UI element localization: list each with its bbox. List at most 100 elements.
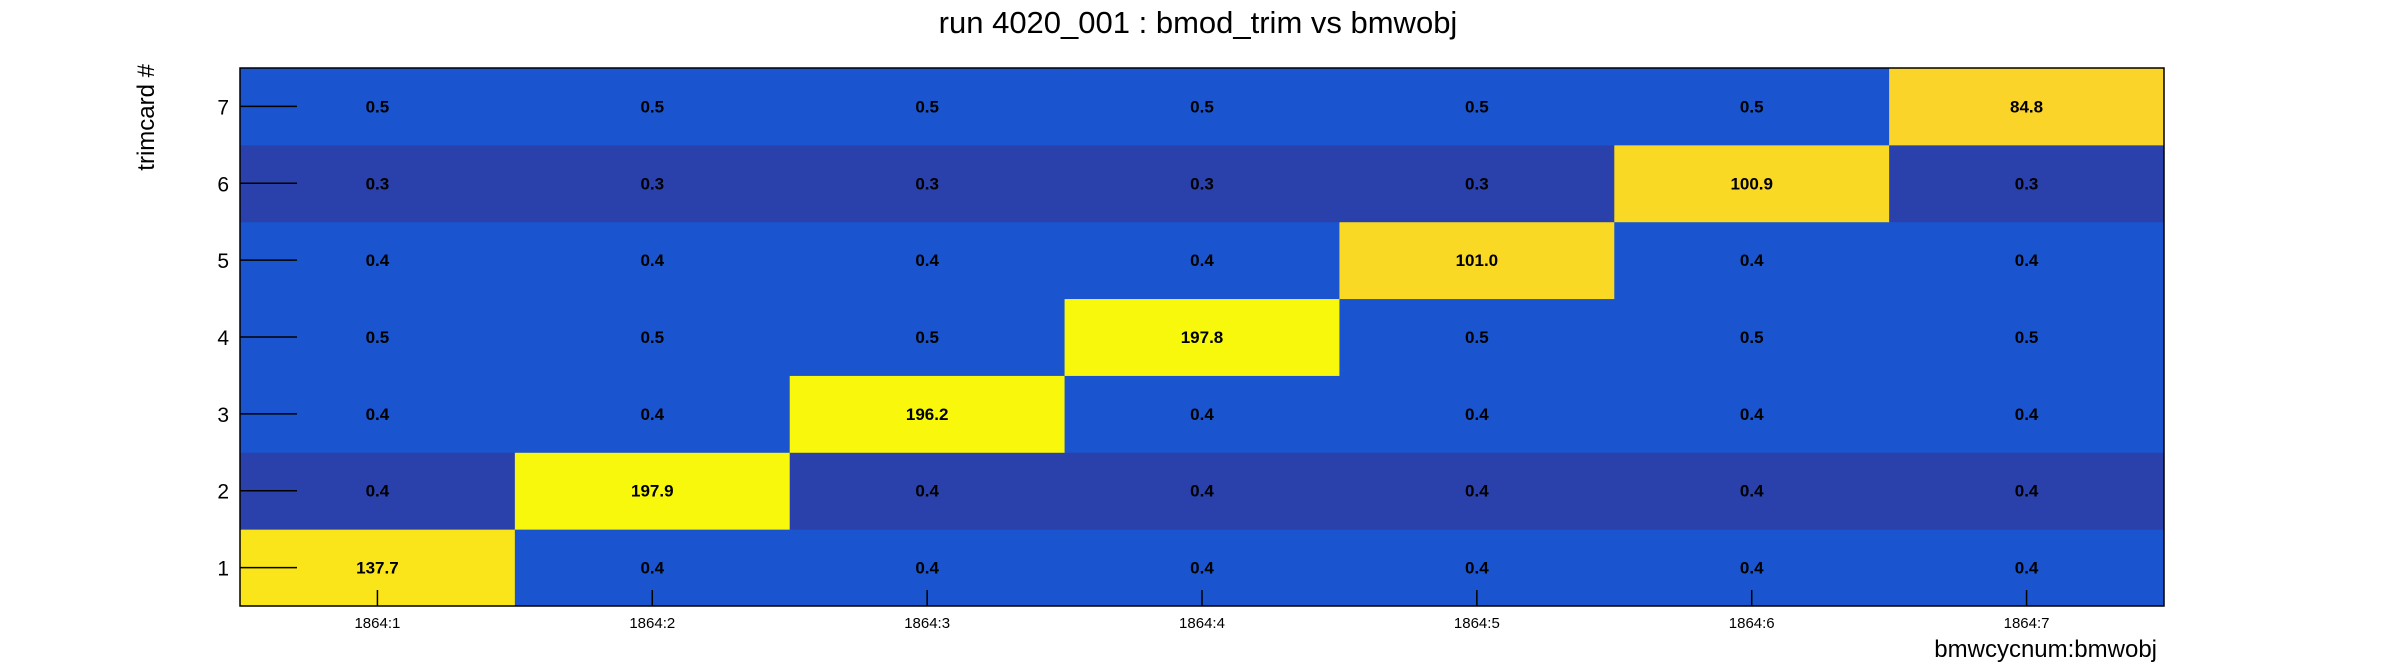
heatmap-cell: [1889, 144, 2165, 223]
cell-value-label: 0.4: [1740, 405, 1764, 424]
cell-value-label: 0.5: [1740, 97, 1764, 116]
cell-value-label: 0.3: [366, 174, 390, 193]
cell-value-label: 0.4: [1190, 251, 1214, 270]
heatmap-cell: [514, 144, 791, 223]
cell-value-label: 100.9: [1730, 174, 1773, 193]
cell-value-label: 0.4: [1740, 559, 1764, 578]
x-tick-label: 1864:5: [1454, 615, 1500, 632]
x-tick-label: 1864:1: [354, 615, 400, 632]
heatmap-cell: [1064, 144, 1340, 223]
x-tick-label: 1864:4: [1179, 615, 1225, 632]
y-tick-label: 4: [217, 327, 229, 350]
heatmap-cell: [1339, 375, 1615, 453]
heatmap-cell: [1064, 375, 1340, 453]
heatmap-cell: [514, 221, 791, 300]
cell-value-label: 0.4: [640, 559, 664, 578]
heatmap-cell: [1064, 298, 1340, 376]
heatmap-cells: [240, 68, 2165, 607]
cell-value-label: 0.4: [2015, 405, 2039, 424]
heatmap-cell: [1889, 221, 2165, 300]
x-tick-label: 1864:6: [1729, 615, 1775, 632]
cell-value-label: 137.7: [356, 559, 399, 578]
heatmap-cell: [1614, 298, 1890, 376]
y-axis-title: trimcard #: [133, 63, 160, 170]
x-tick-label: 1864:7: [2004, 615, 2050, 632]
cell-value-label: 0.4: [915, 559, 939, 578]
cell-value-label: 0.4: [1465, 482, 1489, 501]
heatmap-cell: [789, 452, 1066, 530]
cell-value-label: 0.4: [1740, 482, 1764, 501]
heatmap-cell: [789, 221, 1066, 300]
y-tick-label: 1: [217, 558, 229, 581]
cell-value-label: 0.4: [366, 405, 390, 424]
heatmap-cell: [1064, 68, 1340, 146]
heatmap-cell: [789, 375, 1066, 453]
heatmap-cell: [1614, 221, 1890, 300]
cell-value-label: 0.3: [640, 174, 664, 193]
cell-value-label: 197.8: [1181, 328, 1224, 347]
heatmap-cell: [1614, 375, 1890, 453]
cell-value-label: 0.5: [1465, 97, 1489, 116]
cell-value-label: 0.5: [1740, 328, 1764, 347]
cell-value-label: 0.5: [366, 97, 390, 116]
cell-value-label: 0.4: [1190, 482, 1214, 501]
cell-value-label: 0.5: [1190, 97, 1214, 116]
y-tick-label: 7: [217, 96, 229, 119]
cell-value-label: 0.5: [366, 328, 390, 347]
cell-value-label: 0.4: [640, 405, 664, 424]
cell-value-label: 84.8: [2010, 97, 2043, 116]
cell-value-label: 0.4: [1190, 405, 1214, 424]
heatmap-cell: [1889, 68, 2165, 146]
heatmap-cell: [1889, 375, 2165, 453]
cell-value-label: 0.3: [1465, 174, 1489, 193]
cell-value-label: 0.4: [366, 482, 390, 501]
heatmap-cell: [1339, 144, 1615, 223]
cell-value-label: 0.4: [2015, 251, 2039, 270]
heatmap-cell: [789, 68, 1066, 146]
cell-value-label: 0.4: [1740, 251, 1764, 270]
cell-value-label: 0.5: [915, 97, 939, 116]
cell-value-label: 197.9: [631, 482, 674, 501]
cell-value-label: 0.3: [1190, 174, 1214, 193]
y-tick-label: 5: [217, 250, 229, 273]
heatmap-cell: [789, 298, 1066, 376]
cell-value-label: 0.5: [1465, 328, 1489, 347]
cell-value-label: 0.4: [366, 251, 390, 270]
heatmap-cell: [1064, 221, 1340, 300]
heatmap-cell: [1339, 298, 1615, 376]
y-tick-label: 3: [217, 404, 229, 427]
heatmap-cell: [1339, 452, 1615, 530]
heatmap-cell: [514, 375, 791, 453]
heatmap-cell: [1064, 452, 1340, 530]
heatmap-cell: [789, 144, 1066, 223]
cell-value-label: 0.4: [2015, 482, 2039, 501]
cell-value-label: 0.4: [1465, 405, 1489, 424]
heatmap-cell: [1614, 144, 1890, 223]
heatmap-cell: [1339, 68, 1615, 146]
cell-value-label: 0.4: [2015, 559, 2039, 578]
heatmap-cell: [1889, 452, 2165, 530]
cell-value-label: 0.5: [640, 328, 664, 347]
cell-value-label: 0.4: [915, 251, 939, 270]
heatmap-cell-labels: 137.7 0.4 0.4 0.4 0.4 0.4 0.4 0.4 197.9 0.4 0.4 0.4…: [356, 97, 2043, 577]
heatmap-cell: [514, 68, 791, 146]
y-tick-label: 2: [217, 481, 229, 504]
cell-value-label: 0.5: [2015, 328, 2039, 347]
x-tick-label: 1864:3: [904, 615, 950, 632]
cell-value-label: 0.5: [640, 97, 664, 116]
heatmap-cell: [1339, 221, 1615, 300]
cell-value-label: 0.4: [1190, 559, 1214, 578]
cell-value-label: 0.5: [915, 328, 939, 347]
cell-value-label: 0.4: [1465, 559, 1489, 578]
cell-value-label: 0.4: [915, 482, 939, 501]
y-axis: 1 2 3 4 5 6 7: [217, 96, 297, 581]
cell-value-label: 196.2: [906, 405, 949, 424]
cell-value-label: 101.0: [1456, 251, 1499, 270]
cell-value-label: 0.3: [2015, 174, 2039, 193]
heatmap-cell: [1614, 452, 1890, 530]
x-tick-label: 1864:2: [629, 615, 675, 632]
heatmap-cell: [1889, 298, 2165, 376]
heatmap-cell: [514, 298, 791, 376]
chart-title: run 4020_001 : bmod_trim vs bmwobj: [939, 5, 1458, 40]
